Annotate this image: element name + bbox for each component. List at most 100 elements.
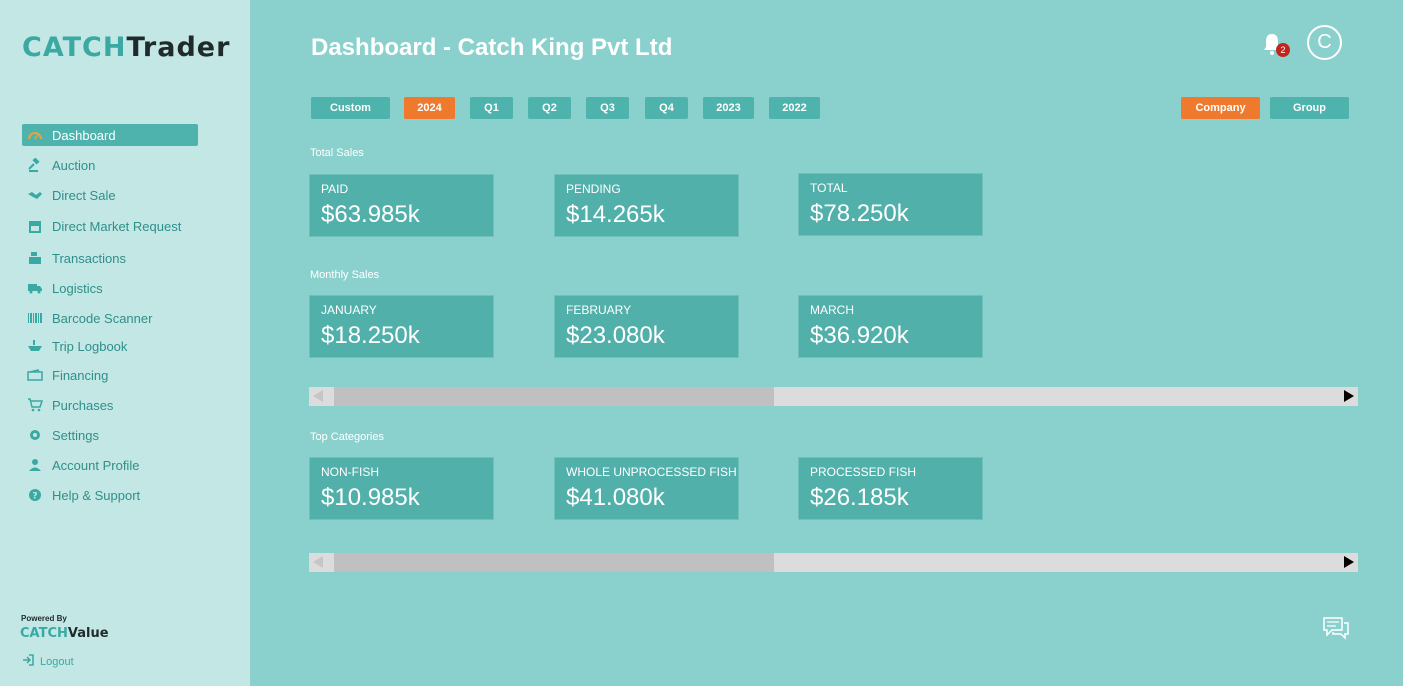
monthly-sales-scrollbar[interactable]: [309, 387, 1358, 406]
top-categories-label: Top Categories: [310, 431, 384, 443]
sidebar-item-label: Direct Market Request: [52, 218, 182, 234]
card-value: $63.985k: [321, 201, 420, 228]
scope-group-button[interactable]: Group: [1270, 97, 1349, 119]
card-value: $23.080k: [566, 322, 665, 349]
truck-icon: [26, 281, 44, 295]
sidebar-item-barcode-scanner[interactable]: Barcode Scanner: [22, 307, 198, 329]
card-value: $41.080k: [566, 484, 665, 511]
total-sales-card-total: TOTAL $78.250k: [798, 173, 983, 236]
powered-by-label: Powered By: [21, 614, 67, 623]
monthly-sales-card-march: MARCH $36.920k: [798, 295, 983, 358]
handshake-icon: [26, 188, 44, 202]
user-icon: [26, 458, 44, 472]
sidebar-item-settings[interactable]: Settings: [22, 424, 198, 446]
gauge-icon: [26, 128, 44, 142]
category-card-non-fish: NON-FISH $10.985k: [309, 457, 494, 520]
sidebar-item-label: Trip Logbook: [52, 338, 128, 354]
filter-2024-button[interactable]: 2024: [404, 97, 455, 119]
sidebar-item-account-profile[interactable]: Account Profile: [22, 454, 198, 476]
sidebar-item-dashboard[interactable]: Dashboard: [22, 124, 198, 146]
card-value: $36.920k: [810, 322, 909, 349]
card-label: NON-FISH: [321, 465, 379, 479]
sidebar-item-logistics[interactable]: Logistics: [22, 277, 198, 299]
card-label: FEBRUARY: [566, 303, 632, 317]
scrollbar-thumb[interactable]: [334, 553, 774, 572]
sidebar-item-auction[interactable]: Auction: [22, 154, 198, 176]
filter-q2-button[interactable]: Q2: [528, 97, 571, 119]
avatar[interactable]: C: [1307, 25, 1342, 60]
scope-company-button[interactable]: Company: [1181, 97, 1260, 119]
scroll-right-arrow-icon[interactable]: [1344, 556, 1354, 568]
page-title: Dashboard - Catch King Pvt Ltd: [311, 34, 673, 61]
card-label: PROCESSED FISH: [810, 465, 917, 479]
gavel-icon: [26, 158, 44, 172]
card-value: $10.985k: [321, 484, 420, 511]
scrollbar-thumb[interactable]: [334, 387, 774, 406]
filter-q4-button[interactable]: Q4: [645, 97, 688, 119]
ship-icon: [26, 339, 44, 353]
top-categories-scrollbar[interactable]: [309, 553, 1358, 572]
card-label: JANUARY: [321, 303, 377, 317]
catch-trader-logo[interactable]: CATCHTrader: [22, 32, 230, 64]
notification-count-badge: 2: [1276, 43, 1290, 57]
logo-trader-text: Trader: [126, 32, 231, 63]
total-sales-card-pending: PENDING $14.265k: [554, 174, 739, 237]
card-value: $14.265k: [566, 201, 665, 228]
sidebar-item-transactions[interactable]: Transactions: [22, 247, 198, 269]
cash-register-icon: [26, 251, 44, 265]
gear-icon: [26, 428, 44, 442]
filter-2022-button[interactable]: 2022: [769, 97, 820, 119]
chat-button[interactable]: [1322, 616, 1350, 640]
chat-icon: [1322, 617, 1350, 644]
card-label: TOTAL: [810, 181, 848, 195]
card-value: $26.185k: [810, 484, 909, 511]
total-sales-card-paid: PAID $63.985k: [309, 174, 494, 237]
sidebar-item-trip-logbook[interactable]: Trip Logbook: [22, 335, 198, 357]
logout-button[interactable]: Logout: [22, 654, 74, 669]
sidebar-item-label: Purchases: [52, 397, 114, 413]
card-value: $78.250k: [810, 200, 909, 227]
monthly-sales-card-january: JANUARY $18.250k: [309, 295, 494, 358]
card-label: MARCH: [810, 303, 854, 317]
card-value: $18.250k: [321, 322, 420, 349]
sidebar-item-label: Help & Support: [52, 487, 141, 503]
scroll-right-arrow-icon[interactable]: [1344, 390, 1354, 402]
sidebar-item-direct-sale[interactable]: Direct Sale: [22, 184, 198, 206]
sidebar-item-direct-market-request[interactable]: Direct Market Request: [22, 215, 198, 237]
card-label: PENDING: [566, 182, 621, 196]
store-icon: [26, 219, 44, 233]
sidebar-item-help-support[interactable]: ? Help & Support: [22, 484, 198, 506]
catch-value-logo: CATCHValue: [20, 626, 109, 641]
scroll-left-arrow-icon[interactable]: [313, 556, 323, 568]
logout-icon: [22, 654, 34, 669]
monthly-sales-card-february: FEBRUARY $23.080k: [554, 295, 739, 358]
filter-custom-button[interactable]: Custom: [311, 97, 390, 119]
question-icon: ?: [26, 488, 44, 502]
svg-text:?: ?: [32, 492, 37, 502]
wallet-icon: [26, 368, 44, 382]
sidebar-item-financing[interactable]: Financing: [22, 364, 198, 386]
barcode-icon: [26, 311, 44, 325]
total-sales-label: Total Sales: [310, 147, 364, 159]
monthly-sales-label: Monthly Sales: [310, 269, 380, 281]
sidebar: CATCHTrader Dashboard Auction Direct Sal…: [0, 0, 250, 686]
powered-logo-value-text: Value: [67, 626, 109, 641]
scroll-left-arrow-icon[interactable]: [313, 390, 323, 402]
sidebar-item-label: Settings: [52, 427, 99, 443]
sidebar-item-label: Account Profile: [52, 457, 140, 473]
card-label: WHOLE UNPROCESSED FISH: [566, 465, 737, 479]
filter-2023-button[interactable]: 2023: [703, 97, 754, 119]
powered-logo-catch-text: CATCH: [20, 626, 68, 641]
sidebar-item-label: Transactions: [52, 250, 126, 266]
filter-q1-button[interactable]: Q1: [470, 97, 513, 119]
cart-icon: [26, 398, 44, 412]
category-card-processed-fish: PROCESSED FISH $26.185k: [798, 457, 983, 520]
sidebar-item-label: Dashboard: [52, 127, 116, 143]
sidebar-item-label: Logistics: [52, 280, 103, 296]
sidebar-item-purchases[interactable]: Purchases: [22, 394, 198, 416]
category-card-whole-unprocessed-fish: WHOLE UNPROCESSED FISH $41.080k: [554, 457, 739, 520]
filter-q3-button[interactable]: Q3: [586, 97, 629, 119]
sidebar-item-label: Direct Sale: [52, 187, 116, 203]
sidebar-item-label: Auction: [52, 157, 96, 173]
logo-catch-text: CATCH: [22, 32, 127, 63]
